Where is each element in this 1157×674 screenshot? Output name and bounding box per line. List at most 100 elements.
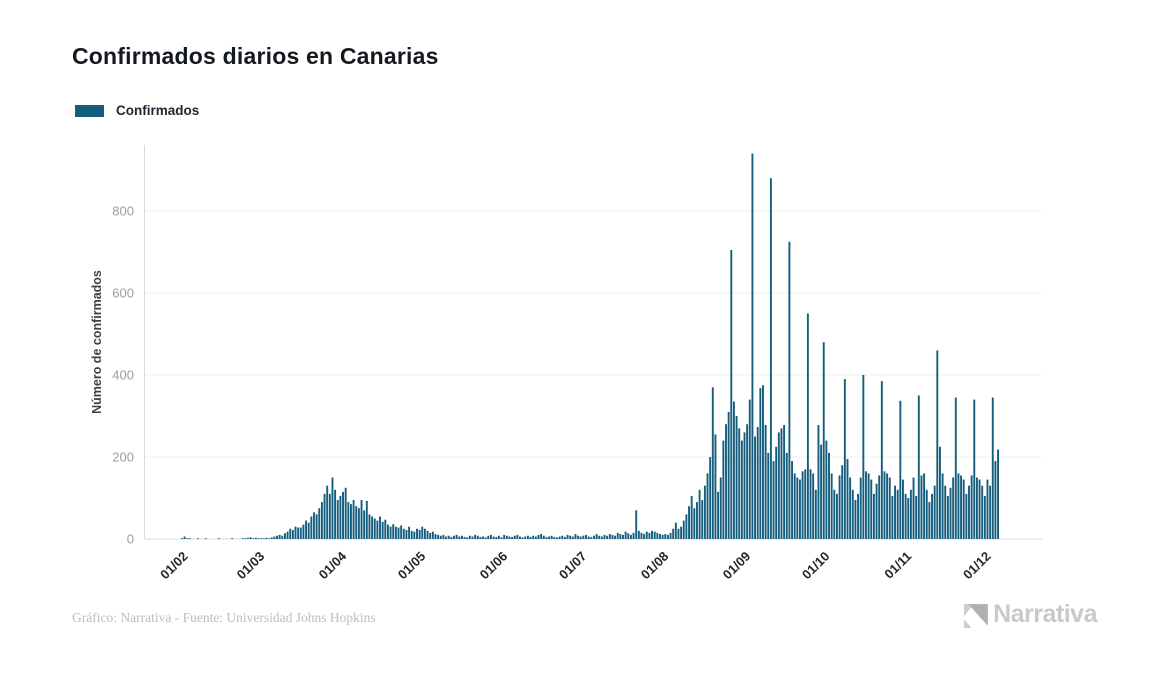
bar	[307, 522, 310, 539]
x-axis-tick-labels: 01/02 01/03 01/04 01/05 01/06 01/07 01/08 01/09…	[157, 548, 994, 582]
bar	[878, 475, 881, 539]
bar	[746, 424, 749, 539]
bar	[614, 535, 617, 539]
bar	[273, 536, 276, 539]
bar	[701, 500, 704, 539]
bar	[606, 535, 609, 539]
bar	[468, 535, 471, 539]
bar	[909, 489, 912, 539]
bar	[851, 489, 854, 539]
bar	[416, 528, 418, 539]
bar	[941, 473, 944, 539]
bar	[484, 537, 487, 539]
bar	[989, 485, 992, 539]
bar	[460, 535, 463, 539]
bar	[561, 535, 564, 539]
bar	[651, 530, 654, 539]
bar	[608, 534, 611, 539]
bar	[186, 538, 189, 539]
bar	[693, 508, 696, 539]
bar	[843, 379, 846, 539]
bar	[954, 397, 957, 539]
bar	[825, 440, 828, 539]
bar	[740, 440, 743, 539]
bar	[579, 536, 582, 539]
bar	[313, 512, 315, 539]
legend-label: Confirmados	[116, 103, 200, 118]
bar	[519, 536, 521, 539]
bar	[384, 519, 387, 539]
bar	[661, 534, 664, 539]
bar	[709, 457, 712, 539]
bar	[991, 397, 994, 539]
bar	[975, 477, 978, 539]
bar	[463, 536, 466, 539]
bar	[442, 534, 445, 539]
bar	[933, 485, 936, 539]
bar	[936, 350, 939, 539]
bar	[624, 531, 627, 539]
bar	[389, 526, 392, 539]
bar	[516, 534, 519, 539]
bar	[725, 424, 727, 539]
bar	[719, 477, 722, 539]
bar	[978, 479, 981, 539]
bar	[503, 534, 506, 539]
bar	[183, 536, 186, 539]
bar	[907, 498, 910, 539]
bar	[875, 483, 878, 539]
bar	[997, 449, 999, 539]
bar	[645, 531, 648, 539]
bar	[453, 535, 455, 539]
bar	[902, 479, 904, 539]
bar	[981, 485, 984, 539]
bar	[180, 538, 183, 539]
bar	[249, 537, 252, 539]
bar	[542, 535, 545, 539]
bar	[812, 473, 815, 539]
bar	[804, 469, 807, 539]
bar	[508, 536, 511, 539]
x-tick-label: 01/02	[157, 549, 191, 583]
bar	[600, 536, 603, 539]
bar	[664, 534, 667, 539]
bar	[529, 536, 532, 539]
bar	[962, 479, 965, 539]
bar	[577, 535, 580, 539]
bar	[968, 485, 970, 539]
bar	[611, 534, 614, 539]
bar	[799, 479, 801, 539]
bar	[703, 485, 706, 539]
bar	[257, 538, 260, 539]
bar	[659, 534, 661, 539]
bar	[946, 495, 949, 539]
bar	[550, 535, 553, 539]
bar	[920, 475, 923, 539]
bar	[809, 469, 812, 539]
bar	[315, 514, 318, 539]
bar	[857, 493, 860, 539]
bar	[204, 538, 207, 539]
bar	[423, 528, 426, 539]
legend: Confirmados	[75, 103, 199, 118]
bar	[714, 434, 717, 539]
bar	[492, 536, 495, 539]
bar	[532, 535, 535, 539]
bar	[489, 534, 492, 539]
bar	[386, 524, 389, 539]
bar	[305, 520, 308, 539]
y-tick-label: 600	[112, 286, 134, 301]
bar	[344, 487, 347, 539]
bar	[217, 538, 220, 539]
bar	[445, 536, 447, 539]
bar	[537, 534, 540, 539]
bar	[431, 531, 434, 539]
bar	[482, 536, 484, 539]
bar	[339, 495, 342, 539]
bar	[674, 522, 677, 539]
bar	[326, 485, 329, 539]
bar	[756, 427, 759, 539]
bar	[830, 473, 833, 539]
bar	[870, 479, 873, 539]
narrativa-logo-text: Narrativa	[993, 600, 1097, 628]
